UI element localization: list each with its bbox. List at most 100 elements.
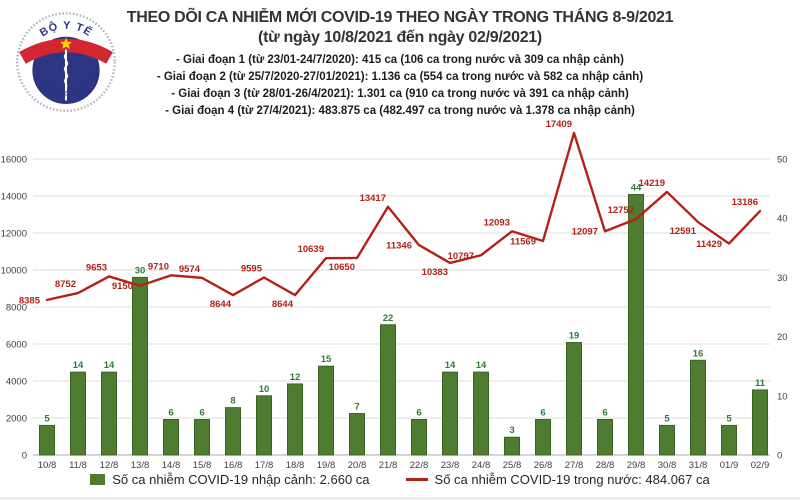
- bar-imported-cases: [752, 389, 768, 456]
- x-axis-label: 24/8: [472, 460, 491, 471]
- line-value-label: 10383: [422, 267, 448, 278]
- bar-imported-cases: [256, 395, 272, 456]
- x-axis-label: 11/8: [69, 460, 87, 471]
- bar-value-label: 5: [726, 413, 732, 424]
- bar-legend-swatch-icon: [90, 474, 106, 485]
- line-value-label: 17409: [546, 119, 572, 130]
- legend-item-imported: Số ca nhiễm COVID-19 nhập cảnh: 2.660 ca: [90, 472, 370, 487]
- bar-value-label: 10: [259, 384, 270, 395]
- x-axis-label: 19/8: [317, 460, 336, 471]
- bar-imported-cases: [194, 418, 210, 456]
- x-axis-label: 22/8: [410, 460, 429, 471]
- phase-summary-list: - Giai đoạn 1 (từ 23/01-24/7/2020): 415 …: [0, 52, 800, 120]
- y-axis-right-label: 0: [777, 451, 782, 462]
- bar-value-label: 6: [199, 407, 204, 418]
- line-legend-label: Số ca nhiễm COVID-19 trong nước: 484.067…: [434, 472, 710, 487]
- line-value-label: 9574: [179, 264, 201, 275]
- x-axis-label: 12/8: [100, 460, 119, 471]
- page-title: THEO DÕI CA NHIỄM MỚI COVID-19 THEO NGÀY…: [126, 9, 674, 26]
- bar-value-label: 14: [445, 360, 456, 371]
- bar-value-label: 15: [321, 354, 332, 365]
- phase-3-summary: - Giai đoạn 3 (từ 28/01-26/4/2021): 1.30…: [171, 88, 629, 100]
- line-value-label: 8644: [272, 299, 294, 310]
- y-axis-left-label: 14000: [1, 192, 27, 203]
- domestic-cases-line: [45, 131, 762, 302]
- bar-value-label: 5: [44, 413, 50, 424]
- x-axis-label: 10/8: [38, 460, 57, 471]
- bar-value-label: 7: [354, 402, 359, 413]
- phase-4-summary: - Giai đoạn 4 (từ 27/4/2021): 483.875 ca…: [165, 105, 635, 117]
- bar-imported-cases: [349, 413, 365, 456]
- bar-value-label: 30: [135, 265, 146, 276]
- x-axis-label: 25/8: [503, 460, 522, 471]
- x-axis-label: 23/8: [441, 460, 460, 471]
- x-axis-label: 30/8: [658, 460, 677, 471]
- bar-imported-cases: [721, 424, 737, 456]
- bar-imported-cases: [628, 194, 644, 456]
- x-axis-label: 21/8: [379, 460, 398, 471]
- x-axis-label: 15/8: [193, 460, 212, 471]
- bar-imported-cases: [380, 324, 396, 456]
- header: THEO DÕI CA NHIỄM MỚI COVID-19 THEO NGÀY…: [0, 0, 800, 120]
- bar-value-label: 8: [230, 396, 235, 407]
- bar-value-label: 6: [416, 407, 421, 418]
- y-axis-right-label: 40: [777, 214, 788, 225]
- bar-value-label: 3: [509, 425, 514, 436]
- line-value-label: 12097: [572, 227, 598, 238]
- y-axis-left-label: 2000: [6, 414, 27, 425]
- x-axis-label: 18/8: [286, 460, 305, 471]
- line-value-label: 14219: [639, 178, 665, 189]
- covid-combo-chart: 0 2000 4000 6000 8000 10000 12000 14000 16000 0 10…: [1, 119, 788, 471]
- line-value-label: 12591: [670, 226, 697, 237]
- x-axis-label: 31/8: [689, 460, 708, 471]
- bar-value-label: 11: [755, 378, 766, 389]
- x-axis-label: 02/9: [751, 460, 770, 471]
- bar-imported-cases: [287, 383, 303, 456]
- line-value-label: 8644: [210, 299, 232, 310]
- y-axis-right-label: 50: [777, 155, 788, 166]
- x-axis-label: 14/8: [162, 460, 181, 471]
- logo-top-text: BỘ Y TẾ: [38, 20, 95, 40]
- bar-value-label: 6: [540, 407, 545, 418]
- bar-imported-cases: [39, 424, 55, 456]
- y-axis-left-label: 0: [22, 451, 27, 462]
- x-axis-label: 16/8: [224, 460, 243, 471]
- x-axis-label: 17/8: [255, 460, 274, 471]
- bar-imported-cases: [163, 418, 179, 456]
- bar-imported-cases: [566, 342, 582, 456]
- y-axis-left-label: 8000: [6, 303, 27, 314]
- x-axis-label: 13/8: [131, 460, 150, 471]
- line-value-label: 8752: [55, 279, 76, 290]
- bar-imported-cases: [101, 371, 117, 456]
- bar-value-label: 16: [693, 348, 704, 359]
- phase-1-summary: - Giai đoạn 1 (từ 23/01-24/7/2020): 415 …: [176, 54, 624, 66]
- bar-imported-cases: [535, 418, 551, 456]
- bar-imported-cases: [318, 365, 334, 456]
- line-value-label: 12752: [608, 205, 634, 216]
- y-axis-right-label: 10: [777, 391, 788, 402]
- bar-value-label: 12: [290, 372, 301, 383]
- x-axis-label: 28/8: [596, 460, 615, 471]
- bar-value-label: 5: [664, 413, 670, 424]
- x-axis-label: 27/8: [565, 460, 584, 471]
- bar-value-label: 44: [631, 183, 642, 194]
- x-axis-label: 01/9: [720, 460, 739, 471]
- y-axis-right-label: 30: [777, 273, 788, 284]
- bar-imported-cases: [225, 407, 241, 456]
- line-value-label: 9710: [148, 261, 169, 272]
- logo-snake-icon: [63, 53, 69, 89]
- logo-star-icon: [59, 37, 73, 49]
- bar-imported-cases: [132, 276, 148, 456]
- line-value-label: 13186: [732, 197, 758, 208]
- phase-2-summary: - Giai đoạn 2 (từ 25/7/2020-27/01/2021):…: [156, 71, 644, 83]
- bar-imported-cases: [473, 371, 489, 456]
- y-axis-left-label: 16000: [1, 155, 27, 166]
- x-axis-label: 26/8: [534, 460, 553, 471]
- bar-value-label: 14: [104, 360, 115, 371]
- bar-value-label: 6: [168, 407, 173, 418]
- line-value-label: 10650: [329, 262, 355, 273]
- bar-value-label: 14: [476, 360, 487, 371]
- bar-imported-cases: [70, 371, 86, 456]
- ministry-of-health-logo: BỘ Y TẾ MINISTRY OF HEALTH: [16, 12, 116, 113]
- line-value-label: 9653: [86, 262, 107, 273]
